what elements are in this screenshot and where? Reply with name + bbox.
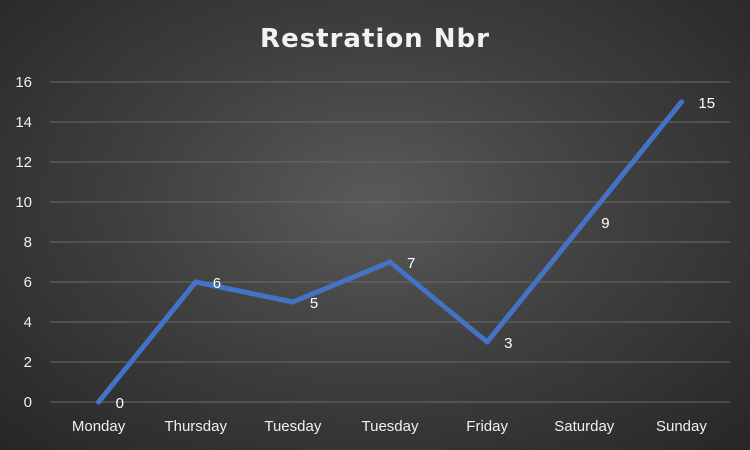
- x-tick-label: Friday: [466, 418, 508, 435]
- data-point: [484, 339, 490, 345]
- x-tick-label: Monday: [72, 418, 126, 435]
- data-labels: 0 6 5 7 3 9 15: [116, 95, 716, 412]
- data-label: 6: [213, 275, 221, 292]
- data-label: 0: [116, 395, 124, 412]
- x-tick-label: Saturday: [554, 418, 615, 435]
- y-tick-label: 14: [15, 114, 32, 131]
- y-tick-label: 0: [24, 394, 32, 411]
- y-tick-label: 8: [24, 234, 32, 251]
- data-label: 9: [601, 215, 609, 232]
- chart-title: Restration Nbr: [260, 24, 490, 54]
- data-label: 3: [504, 335, 512, 352]
- x-axis-ticks: Monday Thursday Tuesday Tuesday Friday Saturd…: [72, 418, 707, 435]
- data-label: 5: [310, 295, 318, 312]
- y-tick-label: 12: [15, 154, 32, 171]
- y-tick-label: 2: [24, 354, 32, 371]
- series-line: [96, 99, 684, 405]
- data-point: [387, 259, 393, 265]
- series-layer: [96, 99, 684, 405]
- data-point: [96, 399, 102, 405]
- x-tick-label: Sunday: [656, 418, 707, 435]
- y-tick-label: 16: [15, 74, 32, 91]
- y-tick-label: 4: [24, 314, 32, 331]
- x-tick-label: Thursday: [164, 418, 227, 435]
- data-point: [290, 299, 296, 305]
- gridlines: [50, 81, 730, 403]
- data-point: [678, 99, 684, 105]
- y-tick-label: 10: [15, 194, 32, 211]
- data-point: [193, 279, 199, 285]
- data-point: [581, 219, 587, 225]
- y-tick-label: 6: [24, 274, 32, 291]
- data-label: 7: [407, 255, 415, 272]
- data-label: 15: [698, 95, 715, 112]
- y-axis-ticks: 0 2 4 6 8 10 12 14 16: [15, 74, 32, 411]
- x-tick-label: Tuesday: [362, 418, 419, 435]
- x-tick-label: Tuesday: [264, 418, 321, 435]
